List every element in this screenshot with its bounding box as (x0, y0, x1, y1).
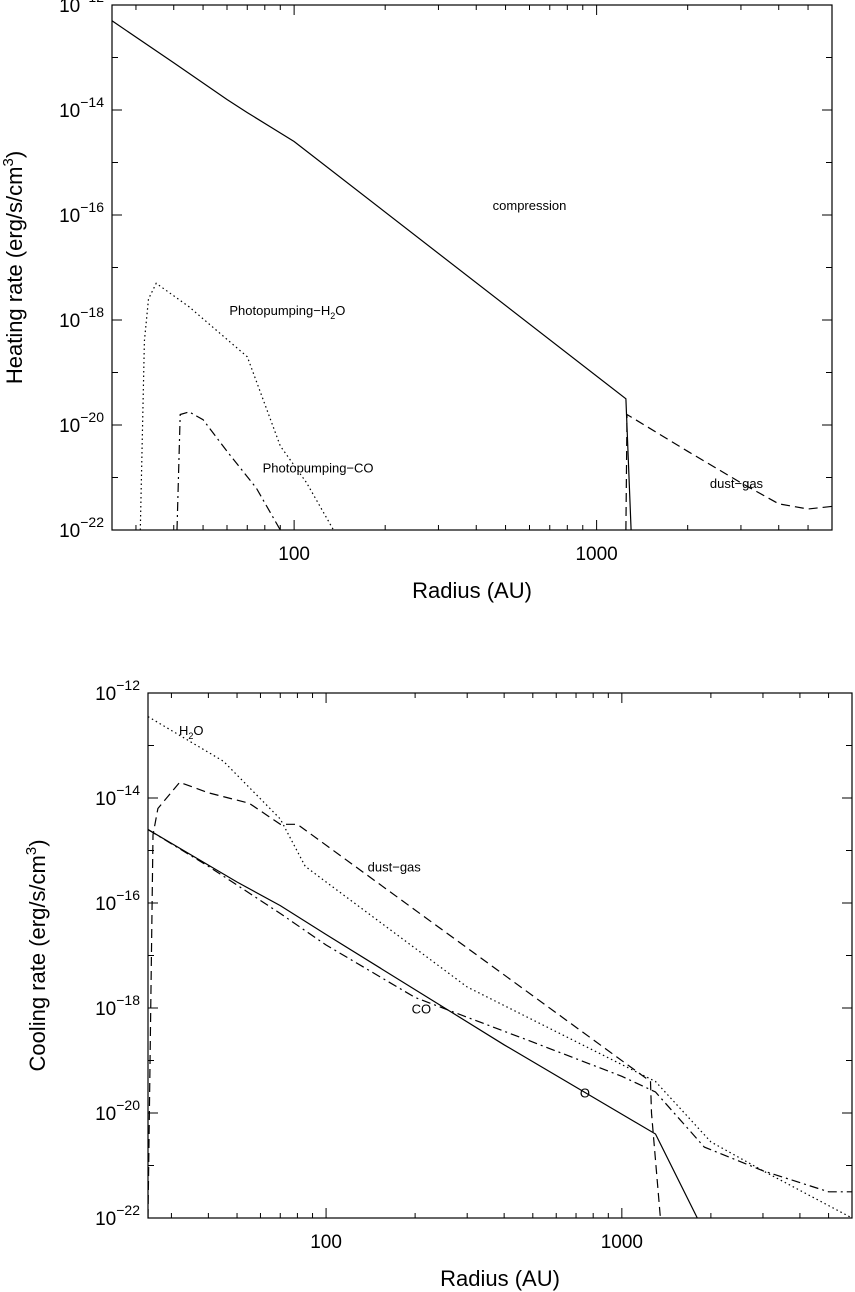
y-tick-label: 10−18 (59, 304, 104, 332)
series-label-co: CO (412, 1001, 432, 1016)
y-tick-label: 10−14 (59, 94, 104, 122)
x-tick-label: 100 (310, 1232, 342, 1253)
series-label-h2o: H2O (179, 723, 204, 741)
series-line-h2o (148, 716, 852, 1218)
heating-rate-chart: 100 1000 10−12 10−14 10−16 10−18 10−20 10−22 Rad… (0, 0, 833, 603)
y-tick-label: 10−18 (95, 992, 140, 1020)
y-tick-label: 10−12 (59, 0, 104, 17)
y-tick-label: 10−20 (95, 1097, 140, 1125)
series-line-dust-gas (148, 781, 661, 1218)
y-tick-label: 10−16 (59, 199, 104, 227)
series-line-photopumping-co (176, 411, 281, 530)
x-axis-title: Radius (AU) (440, 1266, 560, 1291)
series-label-dust-gas: dust−gas (710, 476, 764, 491)
series-group (112, 20, 832, 530)
y-axis-title: Cooling rate (erg/s/cm3) (23, 839, 50, 1071)
series-label-o: O (580, 1085, 590, 1100)
y-tick-label: 10−22 (59, 514, 104, 542)
x-tick-label: 1000 (575, 544, 617, 565)
series-label-dust-gas: dust−gas (368, 860, 422, 875)
plot-frame (147, 692, 853, 1219)
series-line-compression (112, 20, 632, 530)
x-tick-label: 1000 (601, 1232, 643, 1253)
x-axis-title: Radius (AU) (412, 578, 532, 603)
series-label-photopumping-h2o: Photopumping−H2O (229, 303, 345, 321)
series-label-photopumping-co: Photopumping−CO (263, 460, 374, 475)
series-line-dust-gas (625, 413, 832, 530)
y-tick-label: 10−14 (95, 782, 140, 810)
y-tick-label: 10−12 (95, 677, 140, 705)
y-tick-label: 10−16 (95, 887, 140, 915)
plot-frame (111, 4, 833, 531)
series-line-photopumping-h2o (139, 282, 335, 530)
cooling-rate-chart: 100 1000 10−12 10−14 10−16 10−18 10−20 10−22 Rad… (23, 677, 853, 1291)
y-axis-title: Heating rate (erg/s/cm3) (0, 151, 27, 384)
x-tick-label: 100 (278, 544, 310, 565)
y-tick-label: 10−20 (59, 409, 104, 437)
series-line-co (148, 828, 852, 1193)
y-tick-label: 10−22 (95, 1202, 140, 1230)
series-label-compression: compression (493, 198, 567, 213)
series-line-o (148, 828, 698, 1218)
series-group (148, 716, 852, 1218)
